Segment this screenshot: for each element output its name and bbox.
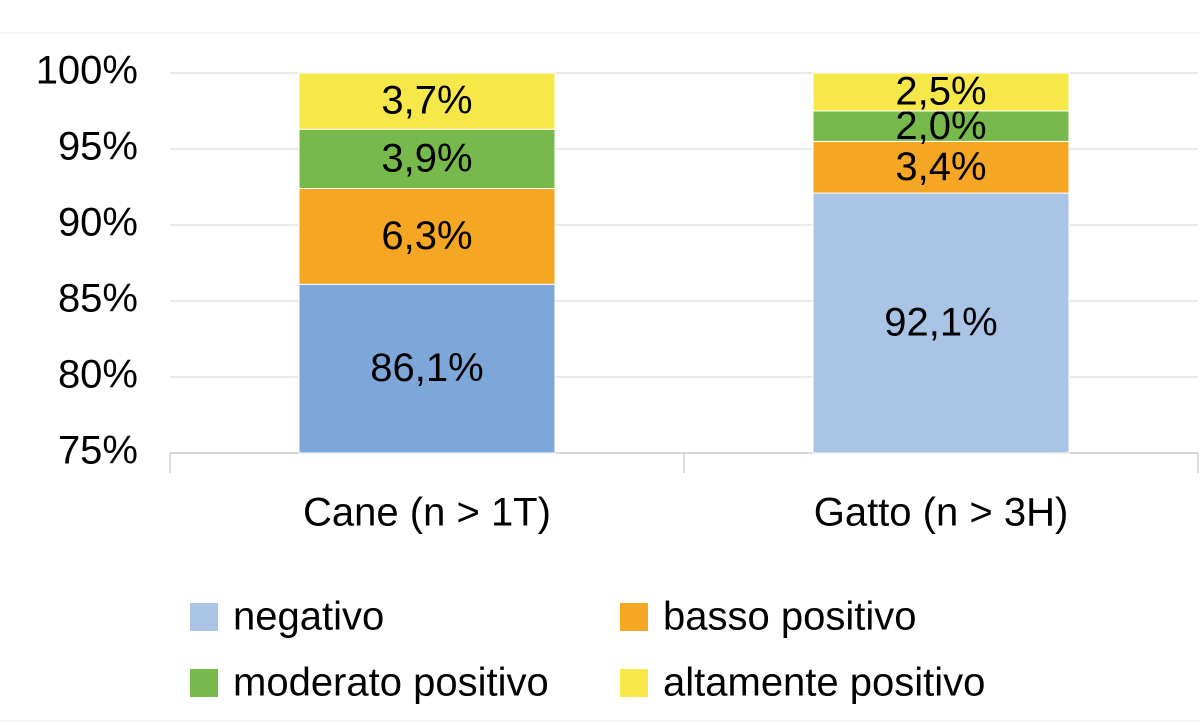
legend-label: basso positivo: [663, 595, 916, 639]
legend-label: negativo: [233, 595, 384, 639]
data-label: 3,7%: [381, 79, 472, 123]
y-tick-label: 85%: [58, 277, 138, 321]
x-tick-label: Gatto (n > 3H): [814, 491, 1069, 535]
y-tick-label: 80%: [58, 353, 138, 397]
bar-segment: [298, 283, 556, 454]
y-tick-label: 95%: [58, 125, 138, 169]
legend-swatch: [620, 603, 648, 631]
y-tick-label: 100%: [36, 49, 138, 93]
data-label: 86,1%: [370, 346, 483, 390]
bar-segment: [812, 110, 1070, 142]
data-label: 92,1%: [884, 301, 997, 345]
legend-swatch: [620, 669, 648, 697]
legend-label: moderato positivo: [233, 661, 549, 705]
y-tick-label: 75%: [58, 429, 138, 473]
bar-segment: [298, 72, 556, 130]
data-label: 3,9%: [381, 136, 472, 180]
y-tick-label: 90%: [58, 201, 138, 245]
x-tick-label: Cane (n > 1T): [303, 491, 551, 535]
data-label: 2,5%: [895, 70, 986, 114]
bar-segment: [812, 140, 1070, 194]
bar-segment: [812, 72, 1070, 112]
data-label: 6,3%: [381, 214, 472, 258]
legend-label: altamente positivo: [663, 661, 985, 705]
legend-swatch: [190, 603, 218, 631]
data-label: 3,4%: [895, 145, 986, 189]
bar-segment: [298, 188, 556, 285]
bar-segment: [812, 192, 1070, 454]
legend-swatch: [190, 669, 218, 697]
